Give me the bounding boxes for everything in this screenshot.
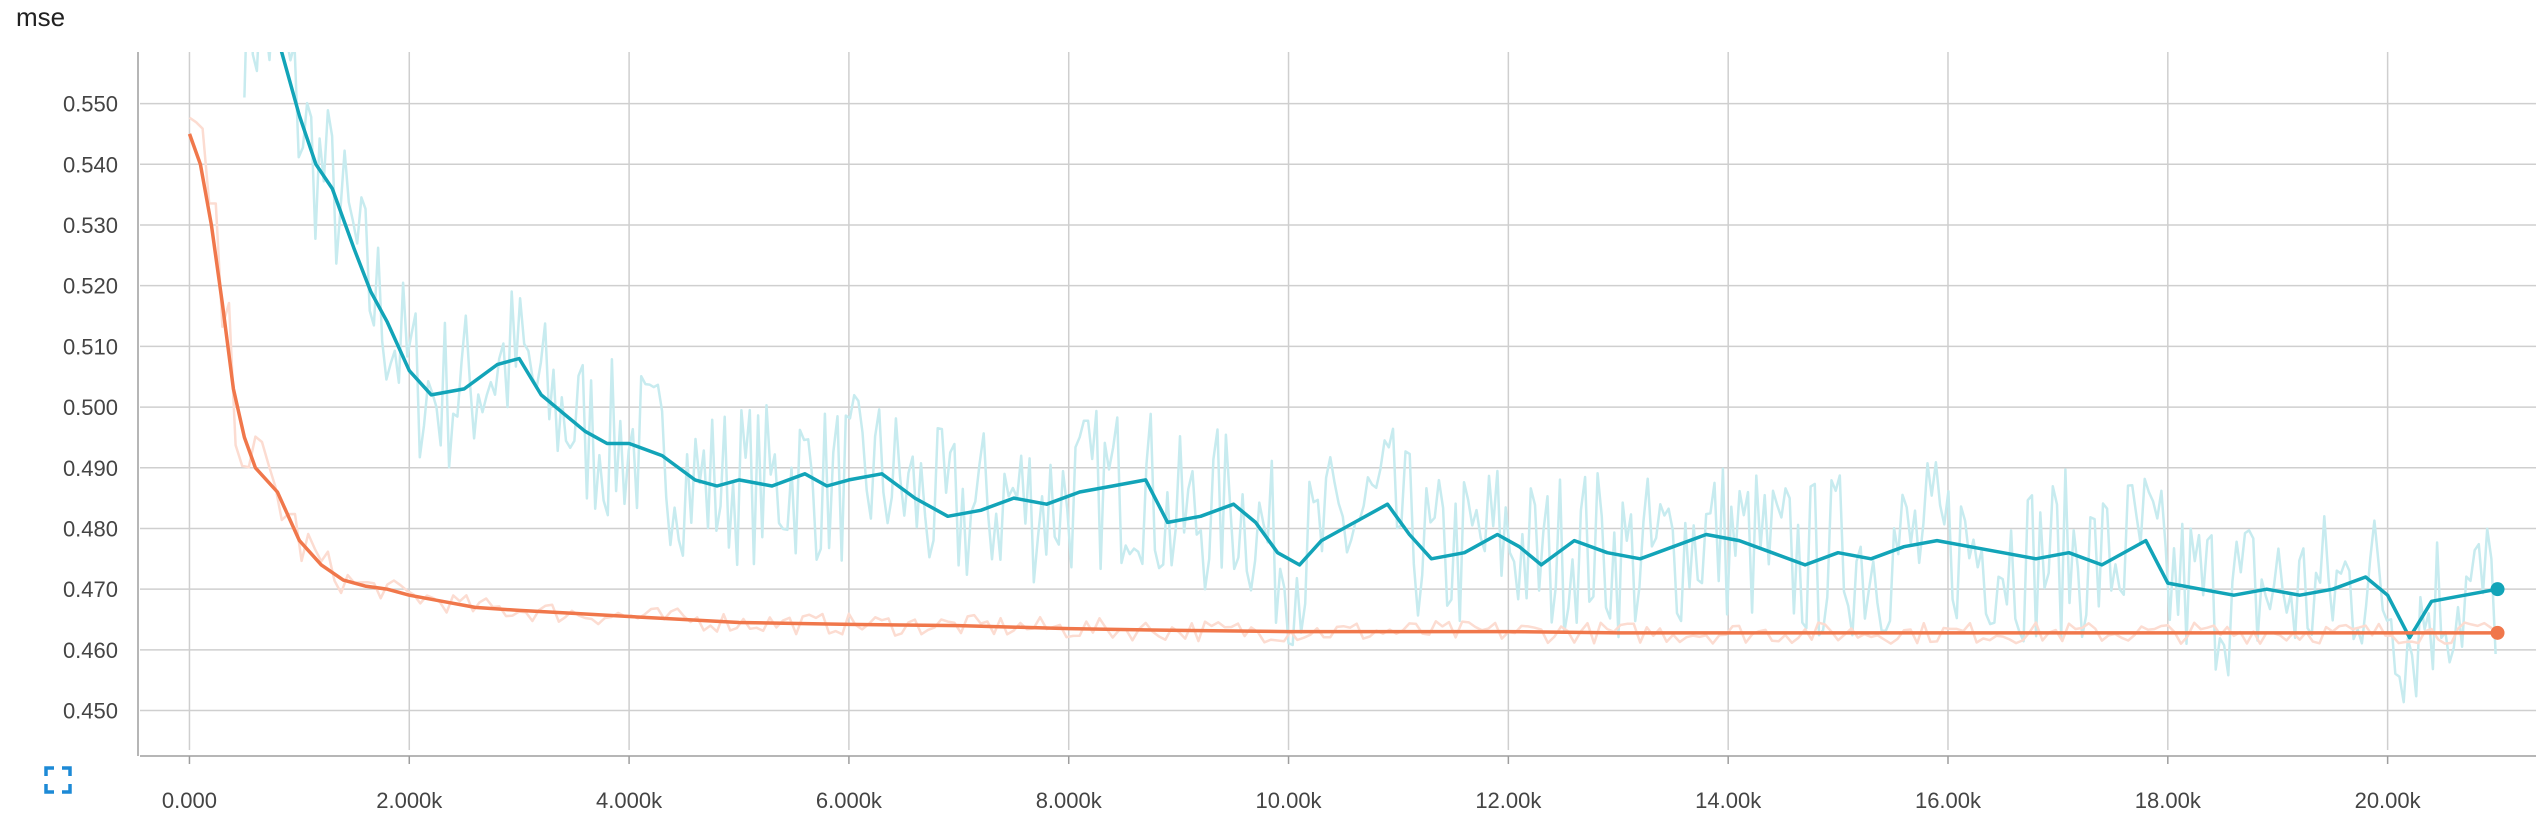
y-tick-label: 0.540 (63, 152, 118, 177)
series-end-point (2490, 582, 2505, 597)
x-tick-label: 0.000 (162, 788, 217, 813)
series-line (187, 133, 2498, 635)
x-tick-label: 14.00k (1695, 788, 1762, 813)
y-tick-label: 0.520 (63, 274, 118, 299)
y-tick-label: 0.470 (63, 577, 118, 602)
y-tick-label: 0.450 (63, 699, 118, 724)
series-group (187, 116, 2499, 645)
x-tick-label: 16.00k (1915, 788, 1982, 813)
series-group (243, 52, 2498, 704)
y-tick-label: 0.480 (63, 516, 118, 541)
y-tick-label: 0.490 (63, 456, 118, 481)
series-raw-line (243, 52, 2497, 704)
grid (140, 52, 2536, 750)
series-layer (187, 52, 2505, 704)
x-tick-label: 20.00k (2355, 788, 2422, 813)
x-tick-labels: 0.000 2.000k 4.000k 6.000k 8.000k 10.00k 12.00… (162, 788, 2422, 813)
y-tick-labels: 0.450 0.460 0.470 0.480 0.490 0.500 0.510 0.520… (63, 92, 118, 724)
series-raw-line (188, 116, 2499, 645)
x-tick-label: 6.000k (816, 788, 883, 813)
x-tick-label: 18.00k (2135, 788, 2202, 813)
x-tick-label: 4.000k (596, 788, 663, 813)
y-tick-label: 0.530 (63, 213, 118, 238)
x-tick-label: 12.00k (1475, 788, 1542, 813)
y-tick-label: 0.460 (63, 638, 118, 663)
x-tick-label: 2.000k (376, 788, 443, 813)
x-tick-label: 8.000k (1036, 788, 1103, 813)
series-end-point (2490, 625, 2505, 640)
y-tick-label: 0.510 (63, 334, 118, 359)
chart-title: mse (16, 2, 66, 32)
fullscreen-icon[interactable] (44, 766, 72, 794)
y-tick-label: 0.550 (63, 92, 118, 117)
axis-frame (137, 52, 2536, 764)
y-tick-label: 0.500 (63, 395, 118, 420)
x-tick-label: 10.00k (1256, 788, 1323, 813)
series-line (279, 52, 2498, 640)
